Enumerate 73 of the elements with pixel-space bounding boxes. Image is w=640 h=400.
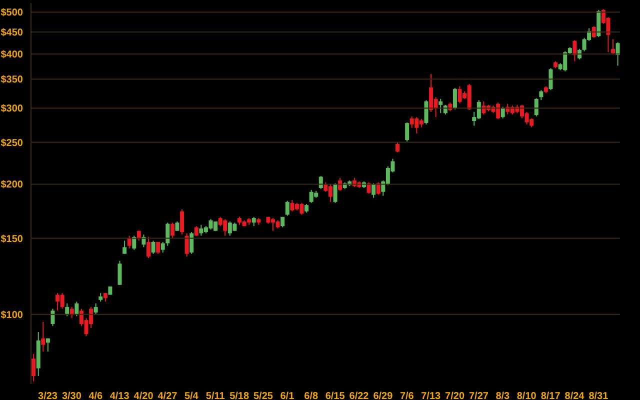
y-tick-label: $300: [0, 104, 24, 115]
x-tick-label: 3/23: [38, 391, 58, 400]
candlestick: [160, 242, 165, 254]
x-tick-label: 5/25: [254, 391, 274, 400]
x-tick-label: 8/3: [496, 391, 510, 400]
candlestick: [74, 301, 79, 317]
candlestick: [94, 302, 98, 315]
candlestick: [438, 98, 443, 114]
y-tick-label: $350: [0, 74, 24, 86]
candlestick: [170, 222, 174, 239]
candlestick: [180, 208, 184, 235]
candlestick: [132, 235, 136, 250]
x-tick-label: 3/30: [62, 391, 82, 400]
y-tick-label: $100: [0, 310, 24, 321]
x-tick-label: 7/20: [445, 391, 465, 400]
x-tick-label: 8/17: [540, 391, 561, 400]
candlestick: [146, 236, 150, 258]
y-tick-label: $200: [0, 180, 24, 191]
y-tick-label: $150: [0, 234, 24, 245]
x-tick-label: 6/8: [304, 391, 319, 400]
candlestick: [500, 106, 505, 119]
x-tick-label: 4/27: [158, 391, 178, 400]
x-tick-label: 7/6: [400, 391, 414, 400]
candlestick: [539, 90, 544, 101]
candlestick: [534, 98, 538, 117]
x-tick-label: 5/11: [206, 391, 226, 400]
candlestick: [616, 42, 620, 66]
candlestick: [376, 182, 380, 196]
x-tick-label: 7/13: [421, 391, 442, 400]
x-tick-label: 4/20: [134, 391, 154, 400]
x-tick-label: 5/18: [230, 391, 250, 400]
y-tick-label: $250: [0, 138, 24, 149]
x-tick-label: 7/27: [469, 391, 489, 400]
candlestick: [405, 122, 410, 142]
candlestick: [333, 182, 338, 204]
y-tick-label: $500: [0, 8, 24, 19]
candlestick: [452, 87, 457, 110]
candlestick: [122, 240, 127, 254]
candlestick: [175, 220, 180, 232]
candlestick: [151, 240, 156, 254]
candlestick: [610, 38, 615, 55]
candlestick: [127, 235, 132, 249]
candlestick: [285, 200, 290, 216]
candlestick: [572, 40, 577, 62]
candlestick: [372, 182, 376, 198]
candlestick: [156, 242, 160, 254]
candlestick: [118, 260, 122, 286]
candlestick: [190, 232, 194, 254]
x-tick-label: 8/24: [564, 391, 585, 400]
candlestick: [184, 232, 189, 258]
candlestick: [70, 306, 74, 319]
x-tick-label: 4/13: [110, 391, 130, 400]
candlestick: [32, 353, 36, 382]
x-tick-label: 8/31: [588, 391, 609, 400]
y-tick-label: $400: [0, 50, 24, 61]
candlestick: [65, 302, 70, 317]
candlestick: [41, 321, 46, 352]
candlestick: [166, 222, 170, 246]
candlestick: [46, 338, 50, 352]
x-tick-label: 6/29: [373, 391, 394, 400]
candlestick: [424, 100, 428, 125]
candlestick: [548, 68, 553, 91]
candlestick: [50, 308, 55, 326]
candlestick: [252, 216, 256, 227]
x-tick-label: 4/6: [88, 391, 104, 400]
candlestick: [338, 177, 342, 192]
candlestick: [396, 142, 400, 153]
y-tick-label: $450: [0, 27, 24, 38]
x-tick-label: 6/22: [349, 391, 370, 400]
x-tick-label: 8/10: [516, 391, 537, 400]
x-tick-label: 6/1: [280, 391, 295, 400]
x-tick-label: 6/15: [325, 391, 346, 400]
x-tick-label: 5/4: [184, 391, 199, 400]
